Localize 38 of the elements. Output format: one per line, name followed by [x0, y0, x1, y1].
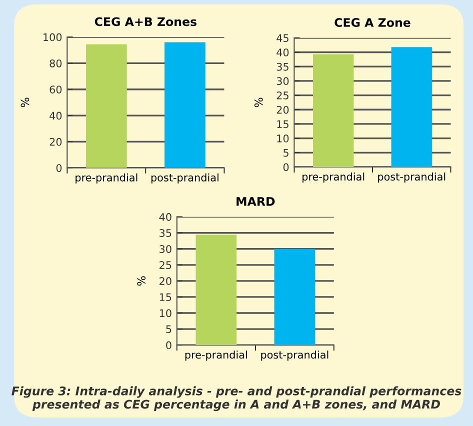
y-tick-label: 5 [166, 325, 172, 334]
y-tick-label: 45 [276, 34, 288, 42]
y-tick-label: 30 [276, 77, 289, 86]
y-tick-label: 15 [160, 293, 172, 302]
y-tick-label: 60 [50, 86, 62, 94]
y-tick-label: 40 [159, 213, 172, 221]
y-tick-label: 40 [276, 48, 289, 56]
x-tick-label: post-prandial [151, 173, 218, 184]
y-tick-label: 0 [166, 341, 172, 350]
x-tick-label: pre-prandial [76, 173, 138, 184]
y-tick-label: 80 [50, 59, 62, 68]
y-tick-label: 20 [160, 277, 172, 286]
y-tick-label: 0 [56, 164, 62, 172]
y-tick-label: 0 [283, 163, 289, 172]
chart-title: CEG A Zone [334, 18, 410, 27]
x-tick-label: post-prandial [378, 172, 446, 183]
y-tick-label: 100 [44, 33, 62, 42]
chart-title: CEG A+B Zones [94, 17, 197, 26]
y-tick-label: 35 [160, 229, 172, 237]
y-tick-label: 10 [160, 309, 172, 318]
y-tick-label: 40 [50, 112, 62, 120]
y-axis-title: % [20, 98, 30, 108]
y-tick-label: 5 [284, 149, 288, 157]
chart-title: MARD [236, 197, 275, 206]
y-tick-label: 10 [277, 134, 289, 142]
caption: Figure 3: Intra-daily analysis - pre- and post-prandial performances presented as CEG percentage in A and A+B zones, and MARD [12, 386, 462, 412]
y-axis-title: % [137, 276, 146, 286]
y-tick-label: 15 [277, 120, 288, 128]
x-tick-label: pre-prandial [302, 172, 364, 183]
y-tick-label: 35 [276, 62, 288, 71]
y-tick-label: 20 [276, 106, 289, 114]
y-tick-label: 25 [276, 92, 288, 100]
y-tick-label: 25 [160, 261, 172, 270]
x-tick-label: pre-prandial [185, 350, 247, 361]
y-tick-label: 20 [50, 138, 62, 146]
y-tick-label: 30 [160, 245, 172, 253]
y-axis-title: % [254, 98, 263, 108]
x-tick-label: post-prandial [261, 350, 328, 361]
